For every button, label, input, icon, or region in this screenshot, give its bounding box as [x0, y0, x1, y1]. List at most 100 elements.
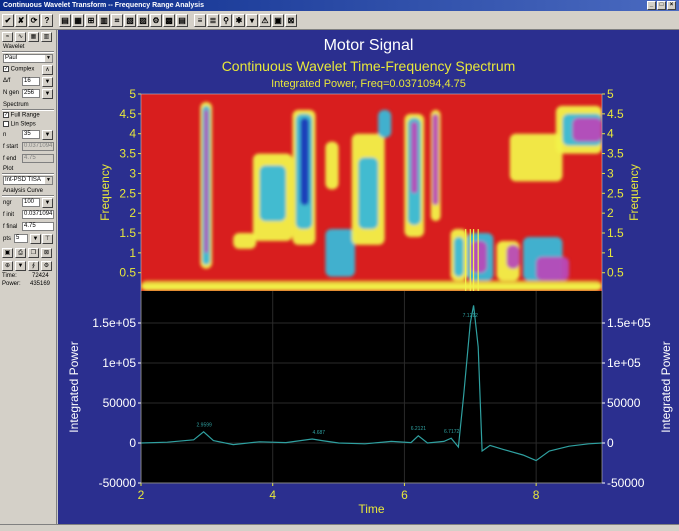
toolbar-button-17[interactable]: ⚲ — [220, 13, 232, 27]
toolbar-button-21[interactable]: ▣ — [272, 13, 284, 27]
pts-field[interactable]: 5 — [14, 234, 28, 243]
y-tick-label-right: 2 — [607, 206, 614, 220]
n-dropdown[interactable]: ▼ — [42, 130, 53, 140]
toolbar-button-18[interactable]: ✱ — [233, 13, 245, 27]
heatmap-patch — [259, 165, 286, 222]
toolbar-button-12[interactable]: ⚙ — [150, 13, 162, 27]
y-tick-label: 5 — [129, 87, 136, 101]
axes: 0.5 0.5 1 1 1.5 1.5 2 2 2.5 2.5 3 3 3.5 3.5 4 4 4.5 4.5 5 5… — [67, 87, 673, 516]
y-tick-label-right: 5 — [607, 87, 614, 101]
heatmap-patch — [325, 141, 339, 190]
power-tick-label-right: 0 — [607, 436, 614, 450]
formula-icon[interactable]: ∮ — [28, 261, 39, 271]
toolbar-button-14[interactable]: ▤ — [176, 13, 188, 27]
y-axis-label-power: Integrated Power — [67, 341, 81, 432]
complex-label: Complex — [10, 66, 35, 73]
toolbar-button-3[interactable]: ⟳ — [28, 13, 40, 27]
fstart-field[interactable]: 0.0371094 — [22, 142, 54, 151]
y-tick-label-right: 2.5 — [607, 186, 624, 200]
heatmap-patch — [358, 157, 379, 230]
toolbar-button-1[interactable]: ✔ — [2, 13, 14, 27]
tool-grid-button[interactable]: ▦ — [28, 32, 39, 42]
wavelet-type-value: Paul — [5, 55, 18, 61]
full-range-checkbox[interactable]: ✓ Full Range — [3, 112, 40, 119]
y-tick-label: 3 — [129, 166, 136, 180]
print-icon[interactable]: ⎙ — [15, 248, 26, 258]
y-tick-label-right: 4 — [607, 127, 614, 141]
power-tick-label-right: 1.5e+05 — [607, 316, 651, 330]
copy-icon[interactable]: ❐ — [28, 248, 39, 258]
heatmap-patch — [325, 229, 356, 277]
toolbar-button-20[interactable]: ⚠ — [259, 13, 271, 27]
y-tick-label-right: 3.5 — [607, 147, 624, 161]
ffinal-field[interactable]: 4.75 — [22, 222, 54, 231]
peak-annotation: 4.687 — [313, 430, 326, 436]
heatmap-patch — [506, 244, 520, 269]
toolbar-button-10[interactable]: ▧ — [124, 13, 136, 27]
heatmap-patch — [141, 283, 602, 290]
pts-apply-button[interactable]: ⊤ — [42, 234, 53, 244]
save-icon[interactable]: ▣ — [2, 248, 13, 258]
spectrum-group-label: Spectrum — [3, 102, 29, 108]
toolbar-button-6[interactable]: ▦ — [72, 13, 84, 27]
heatmap-features — [141, 101, 602, 291]
toolbar-button-8[interactable]: ▥ — [98, 13, 110, 27]
zoom-icon[interactable]: ⊕ — [2, 261, 13, 271]
delta-label: Δ/f — [3, 78, 11, 84]
finit-field[interactable]: 0.0371094 — [22, 210, 54, 219]
maximize-button[interactable]: □ — [657, 1, 666, 10]
toolbar-button-22[interactable]: ⊠ — [285, 13, 297, 27]
marker-icon[interactable]: ▼ — [15, 261, 26, 271]
y-tick-label: 4.5 — [119, 107, 136, 121]
status-bar — [0, 524, 679, 531]
toolbar-button-11[interactable]: ▨ — [137, 13, 149, 27]
toolbar-button-15[interactable]: ≡ — [194, 13, 206, 27]
toolbar-button-4[interactable]: ? — [41, 13, 53, 27]
y-tick-label: 1 — [129, 246, 136, 260]
ngen-label: N gen — [3, 90, 20, 96]
peak-annotation: 7.1212 — [463, 313, 479, 319]
plot-mode-select[interactable]: Int-PSD TISA ▼ — [3, 176, 53, 185]
fend-field[interactable]: 4.75 — [22, 154, 54, 163]
x-tick-label: 6 — [401, 488, 408, 502]
peak-annotation: 6.7172 — [444, 429, 460, 435]
power-tick-label-right: -50000 — [607, 476, 645, 490]
export-icon[interactable]: ⊠ — [41, 248, 52, 258]
delta-field[interactable]: 16 — [22, 77, 40, 86]
y-axis-label-power-right: Integrated Power — [659, 341, 673, 432]
ngr-dropdown[interactable]: ▼ — [42, 198, 53, 208]
ngen-field[interactable]: 256 — [22, 89, 40, 98]
heatmap-patch — [572, 117, 602, 142]
tool-chart-button[interactable]: ∿ — [15, 32, 26, 42]
toolbar-button-16[interactable]: ≣ — [207, 13, 219, 27]
complex-checkbox[interactable]: ✓ Complex — [3, 66, 34, 73]
minimize-button[interactable]: _ — [647, 1, 656, 10]
delta-dropdown[interactable]: ▼ — [42, 77, 53, 87]
n-label: n — [3, 132, 7, 138]
power-tick-label-right: 1e+05 — [607, 356, 641, 370]
x-axis-label-time: Time — [358, 502, 385, 516]
wavelet-shape-button[interactable]: ∧ — [42, 65, 53, 75]
chevron-down-icon: ▼ — [45, 55, 52, 62]
toolbar-button-2[interactable]: ✘ — [15, 13, 27, 27]
settings-icon[interactable]: ⚙ — [41, 261, 52, 271]
lin-steps-checkbox[interactable]: Lin Steps — [3, 121, 36, 128]
plot-title: Motor Signal — [323, 37, 414, 54]
pts-label: pts — [3, 236, 12, 242]
tool-wave-button[interactable]: ≈ — [2, 32, 13, 42]
tool-bars-button[interactable]: ▥ — [41, 32, 52, 42]
pts-dropdown[interactable]: ▼ — [30, 234, 41, 244]
peak-annotation: 2.9599 — [197, 422, 213, 428]
y-tick-label: 1.5 — [119, 226, 136, 240]
toolbar-button-19[interactable]: ▾ — [246, 13, 258, 27]
toolbar-button-5[interactable]: ▤ — [59, 13, 71, 27]
toolbar-button-13[interactable]: ▩ — [163, 13, 175, 27]
ngr-field[interactable]: 100 — [22, 198, 40, 207]
ngen-dropdown[interactable]: ▼ — [42, 89, 53, 99]
n-field[interactable]: 35 — [22, 130, 40, 139]
toolbar-button-7[interactable]: ⊞ — [85, 13, 97, 27]
wavelet-type-select[interactable]: Paul ▼ — [3, 54, 53, 63]
heatmap-patch — [536, 256, 570, 281]
close-button[interactable]: × — [667, 1, 676, 10]
toolbar-button-9[interactable]: ⌗ — [111, 13, 123, 27]
